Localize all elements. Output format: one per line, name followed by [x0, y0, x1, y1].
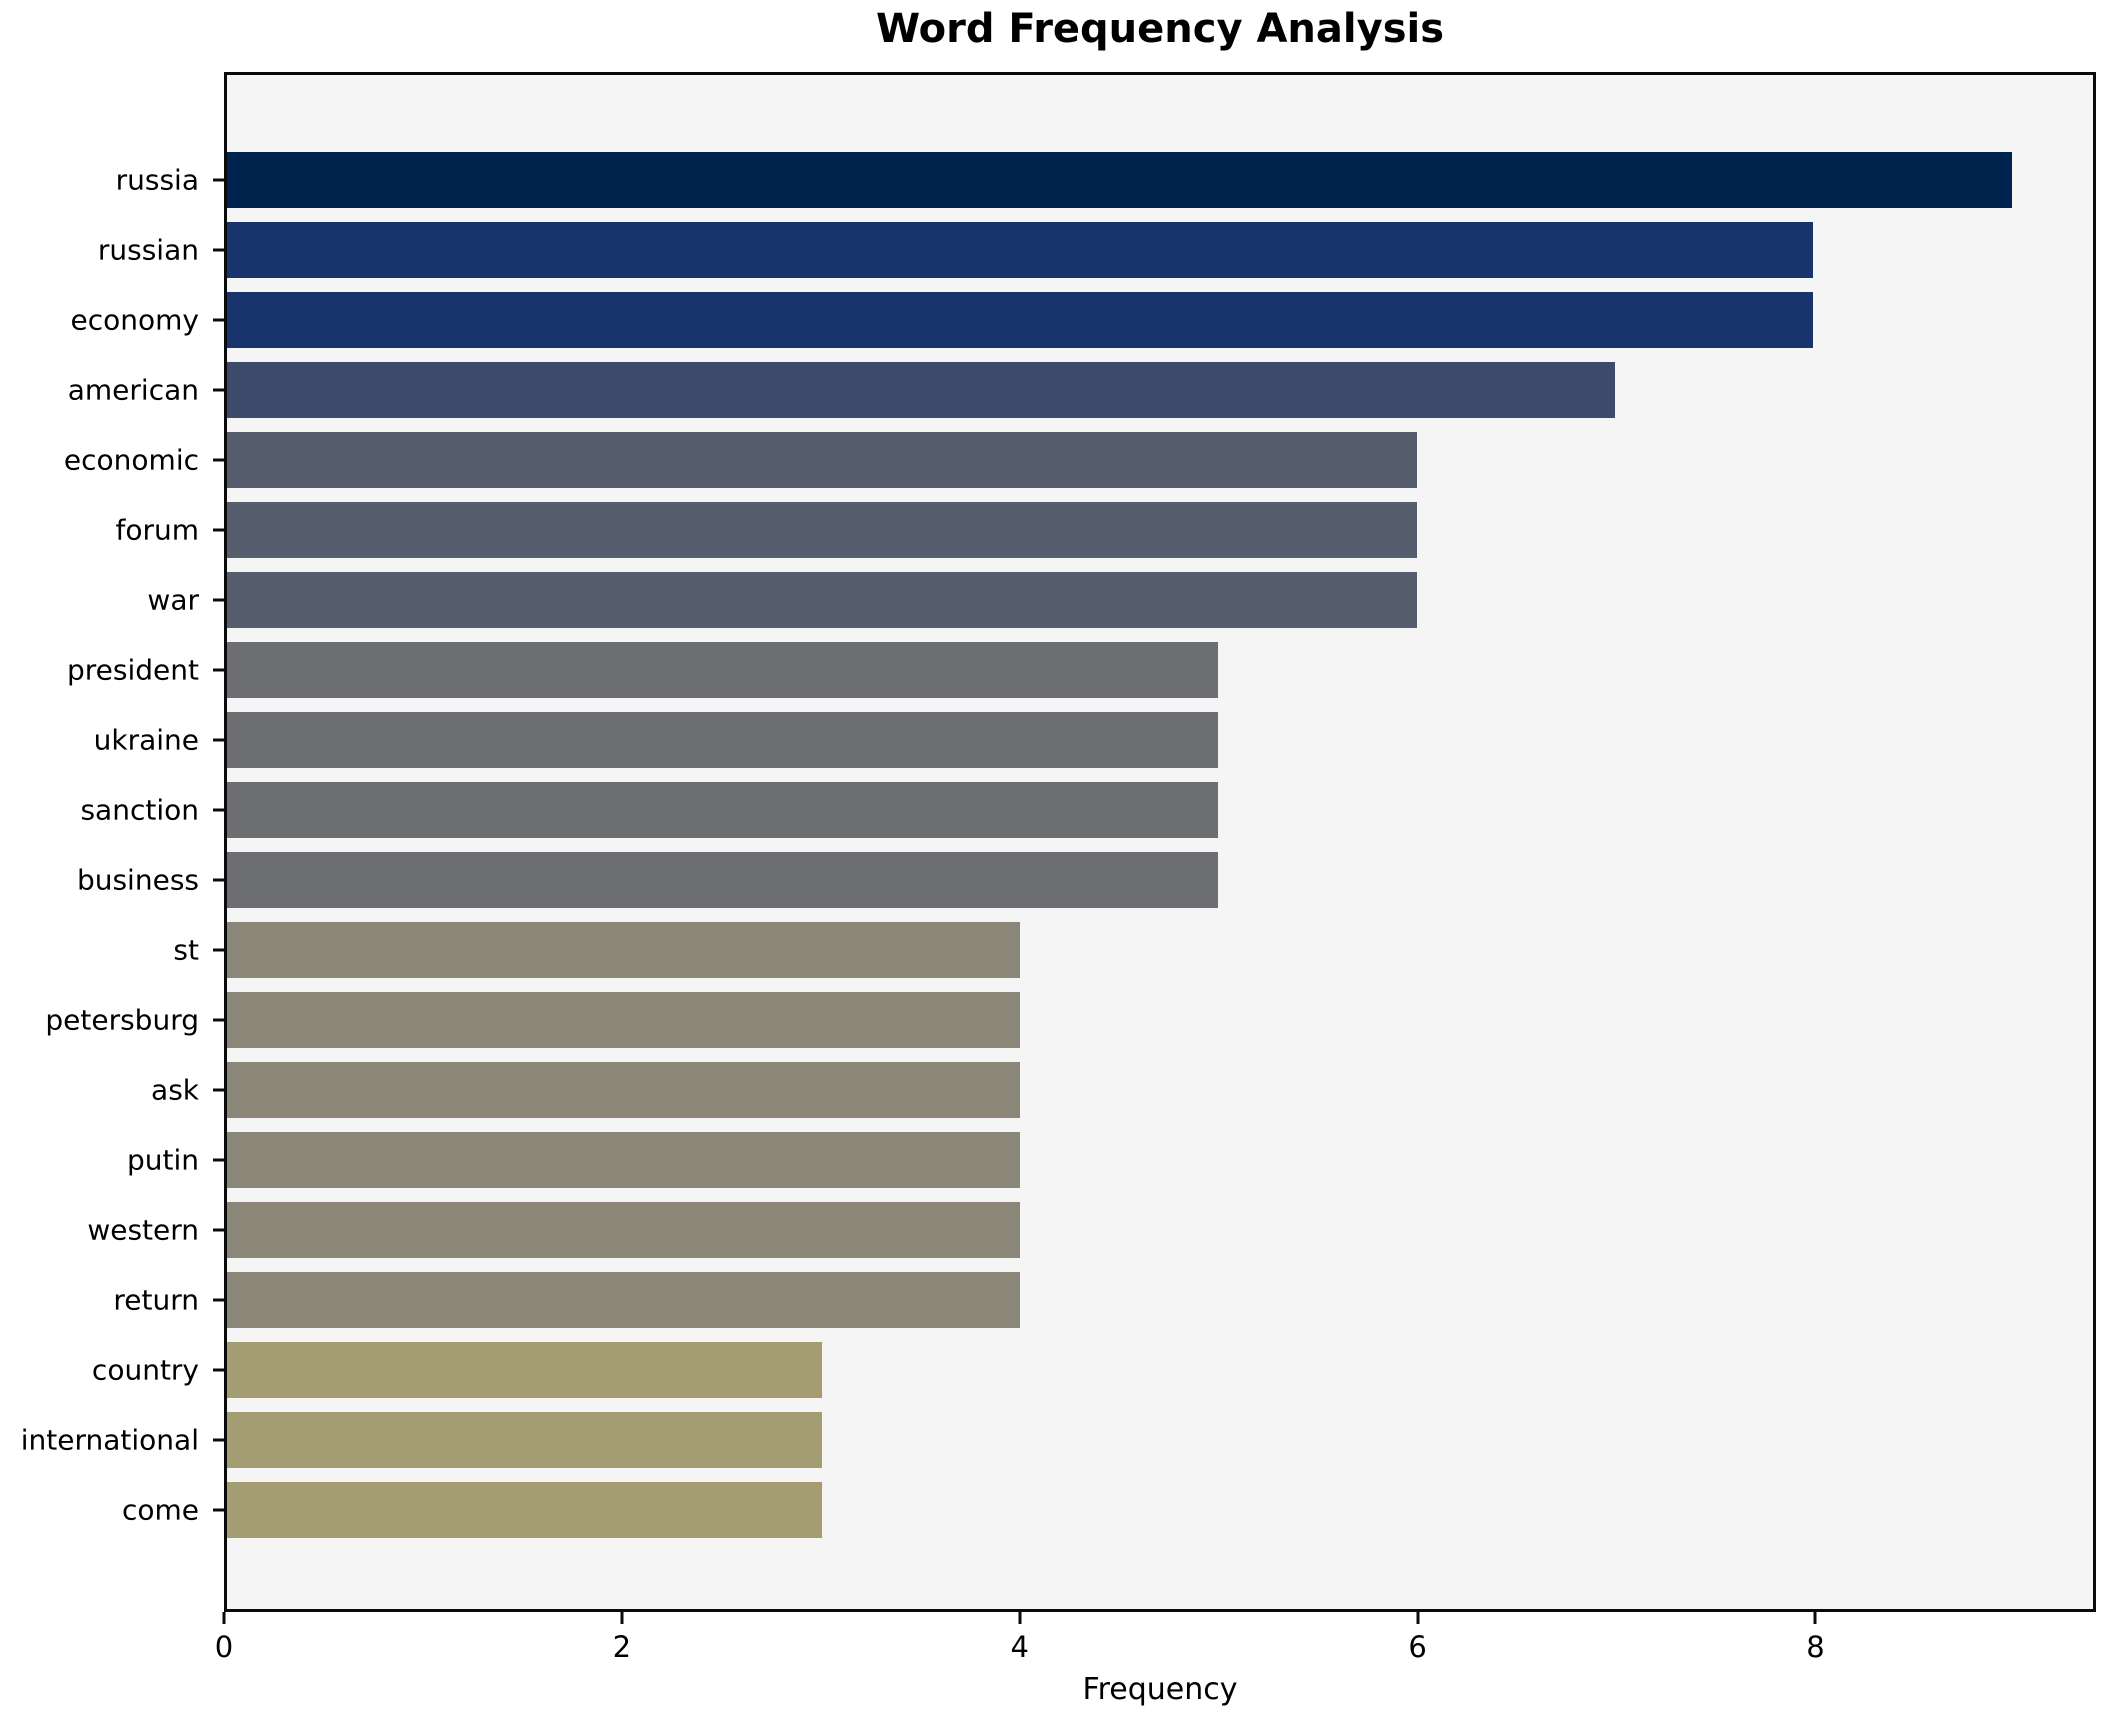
y-tick-mark: [213, 878, 224, 882]
x-tick-mark: [1416, 1612, 1420, 1624]
bar-row: war: [147, 565, 2093, 635]
bar: [227, 502, 1417, 558]
bar: [227, 1202, 1021, 1258]
bar-row: ask: [151, 1055, 2093, 1125]
bar-row: western: [87, 1195, 2093, 1265]
x-tick-label: 8: [1806, 1630, 1825, 1664]
y-tick-label: western: [87, 1213, 199, 1247]
bar-row: international: [21, 1405, 2093, 1475]
y-tick-mark: [213, 1368, 224, 1372]
x-axis: 0 2 4 6 8: [215, 1612, 2096, 1682]
y-tick-mark: [213, 458, 224, 462]
bar: [227, 572, 1417, 628]
bar: [227, 782, 1219, 838]
y-tick-label: ask: [151, 1073, 199, 1107]
y-tick-label: business: [76, 863, 199, 897]
bar: [227, 642, 1219, 698]
bar-row: russia: [116, 145, 2093, 215]
bar: [227, 922, 1021, 978]
chart-title: Word Frequency Analysis: [875, 6, 1445, 52]
y-tick-label: sanction: [80, 793, 199, 827]
x-tick-label: 4: [1010, 1630, 1029, 1664]
bar: [227, 152, 2012, 208]
bar: [227, 1272, 1021, 1328]
y-tick-label: return: [113, 1283, 199, 1317]
y-tick-label: war: [147, 583, 199, 617]
bar-row: sanction: [80, 775, 2093, 845]
y-tick-mark: [213, 1158, 224, 1162]
y-tick-mark: [213, 1438, 224, 1442]
bar-row: economic: [64, 425, 2093, 495]
x-tick-label: 6: [1408, 1630, 1427, 1664]
bar-row: economy: [71, 285, 2093, 355]
y-tick-label: american: [67, 373, 199, 407]
bar-row: petersburg: [45, 985, 2093, 1055]
bar-rows: russia russian economy american economic foru…: [21, 145, 2093, 1539]
y-tick-label: russian: [97, 233, 199, 267]
x-tick-mark: [1018, 1612, 1022, 1624]
y-tick-label: president: [67, 653, 199, 687]
bar: [227, 1132, 1021, 1188]
y-tick-label: putin: [126, 1143, 199, 1177]
y-tick-label: economic: [63, 443, 199, 477]
y-tick-mark: [213, 1228, 224, 1232]
bar: [227, 362, 1616, 418]
y-tick-mark: [213, 248, 224, 252]
y-tick-mark: [213, 1508, 224, 1512]
y-tick-mark: [213, 528, 224, 532]
bar: [227, 1412, 822, 1468]
bar-row: ukraine: [94, 705, 2093, 775]
y-tick-mark: [213, 178, 224, 182]
x-axis-title: Frequency: [1082, 1672, 1238, 1707]
bar: [227, 1482, 822, 1538]
y-tick-mark: [213, 1018, 224, 1022]
bar-row: country: [92, 1335, 2093, 1405]
bar: [227, 222, 1814, 278]
y-tick-label: ukraine: [93, 723, 199, 757]
x-tick-mark: [222, 1612, 226, 1624]
bar: [227, 712, 1219, 768]
bar-row: american: [68, 355, 2093, 425]
x-tick-mark: [620, 1612, 624, 1624]
y-tick-mark: [213, 948, 224, 952]
bar: [227, 1062, 1021, 1118]
y-tick-mark: [213, 388, 224, 392]
y-tick-label: russia: [115, 163, 199, 197]
y-tick-mark: [213, 318, 224, 322]
y-tick-label: economy: [70, 303, 199, 337]
y-tick-mark: [213, 738, 224, 742]
y-tick-label: petersburg: [45, 1003, 199, 1037]
x-tick-label: 0: [214, 1630, 234, 1664]
bar-row: russian: [98, 215, 2093, 285]
bar-row: forum: [115, 495, 2093, 565]
bar-row: business: [77, 845, 2093, 915]
bar: [227, 1342, 822, 1398]
bar: [227, 292, 1814, 348]
y-tick-mark: [213, 1298, 224, 1302]
bar-row: putin: [127, 1125, 2093, 1195]
bar: [227, 432, 1417, 488]
bar-row: st: [173, 915, 2093, 985]
y-tick-mark: [213, 668, 224, 672]
bar: [227, 852, 1219, 908]
y-tick-label: international: [20, 1423, 199, 1457]
y-tick-mark: [213, 598, 224, 602]
y-tick-label: forum: [115, 513, 199, 547]
plot-area: russia russian economy american economic foru…: [21, 72, 2096, 1612]
x-tick-mark: [1813, 1612, 1817, 1624]
y-tick-label: st: [173, 933, 199, 967]
bar-row: president: [67, 635, 2093, 705]
x-tick-label: 2: [612, 1630, 632, 1664]
bar-row: return: [113, 1265, 2093, 1335]
y-tick-label: country: [91, 1353, 199, 1387]
bar: [227, 992, 1021, 1048]
y-tick-label: come: [121, 1493, 199, 1527]
bar-row: come: [122, 1475, 2093, 1545]
y-tick-mark: [213, 808, 224, 812]
y-tick-mark: [213, 1088, 224, 1092]
